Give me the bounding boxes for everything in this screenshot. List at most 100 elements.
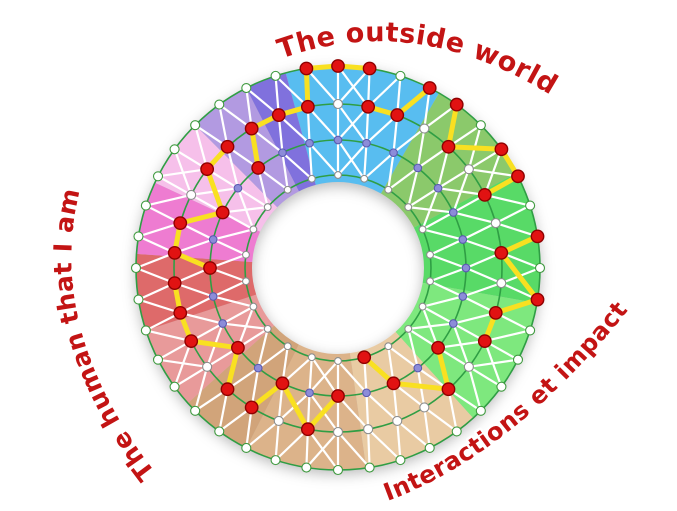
- node: [305, 388, 314, 398]
- node: [424, 442, 435, 454]
- mesh-line: [134, 266, 176, 285]
- node: [512, 354, 524, 365]
- node: [283, 185, 292, 194]
- mesh-line: [423, 406, 431, 450]
- node: [448, 319, 458, 328]
- yellow-edge: [391, 380, 451, 392]
- mesh-line: [367, 428, 371, 469]
- mesh-line: [461, 222, 497, 241]
- node: [169, 381, 180, 392]
- mesh-line: [281, 151, 313, 180]
- red-node: [215, 205, 230, 220]
- node: [413, 363, 423, 373]
- node: [362, 138, 371, 148]
- sector-0: [285, 66, 439, 194]
- mesh-line: [464, 266, 503, 285]
- red-node: [511, 169, 525, 184]
- mesh-line: [144, 193, 193, 207]
- node: [208, 292, 218, 301]
- mesh-line: [336, 105, 370, 142]
- mesh-line: [452, 311, 497, 325]
- mesh-line: [387, 345, 419, 370]
- node: [334, 171, 342, 179]
- mesh-line: [137, 298, 182, 314]
- node: [395, 70, 406, 81]
- mesh-line: [156, 358, 209, 368]
- node: [152, 171, 164, 182]
- mesh-line: [396, 419, 431, 450]
- mesh-line: [447, 388, 458, 433]
- mesh-line: [212, 238, 248, 256]
- node: [190, 405, 201, 416]
- mesh-line: [483, 329, 532, 343]
- node: [332, 98, 344, 110]
- red-node: [167, 245, 182, 260]
- red-node: [244, 121, 259, 136]
- red-node: [494, 142, 509, 157]
- yellow-edge: [445, 102, 460, 150]
- mesh-line: [336, 430, 371, 469]
- node: [214, 426, 225, 437]
- mesh-line: [436, 145, 450, 190]
- mesh-line: [421, 211, 455, 231]
- sector-1: [381, 93, 517, 228]
- red-node: [220, 139, 235, 154]
- node: [241, 277, 250, 286]
- node: [418, 302, 427, 311]
- node: [241, 442, 252, 454]
- mesh-line: [428, 266, 468, 283]
- node: [133, 294, 144, 305]
- node: [218, 319, 228, 328]
- mesh-line: [387, 151, 395, 191]
- node: [169, 144, 180, 155]
- node: [283, 342, 292, 351]
- node: [334, 357, 342, 365]
- mesh-line: [407, 205, 455, 214]
- node: [152, 354, 164, 365]
- node: [458, 235, 468, 244]
- mesh-line: [277, 113, 311, 145]
- mesh-line: [467, 168, 520, 178]
- node: [270, 70, 281, 81]
- red-node: [362, 61, 377, 76]
- mesh-line: [226, 145, 240, 190]
- mesh-line: [305, 430, 340, 469]
- node: [249, 225, 258, 234]
- red-node: [449, 97, 464, 112]
- red-node: [184, 334, 199, 349]
- mesh-line: [336, 359, 368, 394]
- mesh-line: [407, 327, 419, 370]
- red-node: [357, 350, 372, 365]
- node: [496, 381, 507, 392]
- red-node: [200, 162, 215, 177]
- node: [140, 200, 151, 211]
- mesh-line: [494, 204, 532, 225]
- mesh-line: [173, 148, 193, 196]
- mesh-line: [421, 305, 440, 349]
- red-node: [441, 382, 456, 397]
- mesh-line: [274, 428, 309, 462]
- mesh-line: [236, 187, 269, 209]
- mesh-line: [308, 142, 313, 180]
- sector-10: [154, 125, 278, 232]
- red-node: [203, 261, 217, 275]
- node: [451, 426, 462, 437]
- mesh-line: [245, 419, 280, 450]
- mesh-line: [452, 211, 497, 225]
- mesh-line: [218, 103, 229, 148]
- red-node: [299, 61, 314, 76]
- selected-red-nodes: [167, 59, 545, 437]
- node: [214, 99, 225, 110]
- mesh-line: [467, 365, 482, 412]
- mesh-line: [365, 391, 370, 431]
- node: [305, 138, 314, 148]
- red-node: [220, 382, 235, 397]
- node: [186, 189, 197, 200]
- node: [270, 455, 281, 466]
- mesh-line: [483, 340, 503, 388]
- node: [404, 203, 413, 212]
- mesh-line: [305, 67, 340, 106]
- yellow-edge: [498, 250, 541, 303]
- mesh-line: [144, 329, 193, 343]
- mesh-line: [308, 356, 313, 394]
